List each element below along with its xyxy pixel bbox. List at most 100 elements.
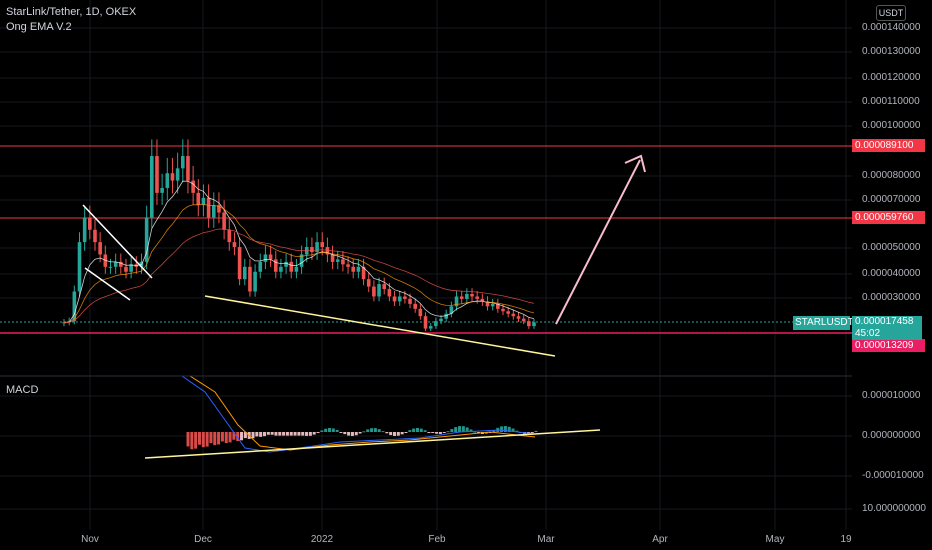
macd-histogram-bar [415,428,419,432]
candle [361,266,366,280]
candle [289,261,294,272]
candle [113,261,118,267]
macd-label[interactable]: MACD [6,384,39,396]
macd-histogram-bar [358,432,362,434]
macd-histogram-bar [266,432,270,435]
candle [346,264,350,267]
candle [382,284,387,290]
current-price-value: 0.000017458 [855,316,914,327]
candle [475,296,479,299]
symbol-price-tag: STARLUSDT [793,316,854,330]
candle [211,205,216,218]
macd-histogram-bar [373,428,377,432]
drawings [82,154,646,357]
macd-histogram-bar [297,432,301,436]
candle [98,242,102,255]
macd-histogram-bar [442,432,446,434]
candle [490,303,495,307]
macd-histogram-bar [251,432,255,439]
candle [93,229,97,243]
macd-line [181,375,536,453]
macd-trendline [144,429,601,459]
macd-histogram-bar [259,432,263,437]
candle [387,289,392,297]
candle [160,187,164,193]
candle [434,321,438,327]
macd-pane [144,375,601,459]
candle [165,173,170,188]
grid [0,0,852,530]
ema-line [63,203,535,323]
candle [423,316,428,329]
price-axis-label: 0.000010000 [862,390,921,401]
macd-histogram-bar [217,432,221,445]
candle [459,296,464,299]
candle [341,259,345,265]
macd-histogram-bar [370,428,374,432]
candle [315,242,319,252]
macd-histogram-bar [320,430,324,432]
macd-histogram-bar [274,432,278,436]
candle [206,197,211,218]
candle [408,298,412,304]
candle [366,279,371,287]
candle [403,296,407,299]
macd-histogram-bar [197,432,201,445]
macd-histogram-bar [419,428,423,432]
candle [377,284,381,297]
macd-histogram-bar [408,430,412,432]
macd-histogram-bar [473,431,477,433]
candle [263,254,268,262]
candle [516,316,521,319]
macd-histogram-bar [461,426,465,432]
candle [351,266,356,272]
time-axis-label: 2022 [310,534,334,545]
upper-level-tag: 0.000089100 [852,139,925,152]
support-trendline [204,295,556,357]
time-axis-label: Dec [194,534,212,545]
candle [413,303,418,309]
currency-unit-button[interactable]: USDT [876,5,906,21]
candle [485,301,490,307]
indicator-label[interactable]: Ong EMA V.2 [6,21,72,33]
current-price-tag: 0.000017458 45:02 [852,316,922,340]
candle [232,242,237,248]
candle [330,254,335,262]
price-axis-label: 0.000050000 [862,242,921,253]
macd-histogram-bar [347,432,351,436]
macd-histogram-bar [301,432,305,436]
price-axis-label: 0.000040000 [862,268,921,279]
macd-histogram-bar [228,432,232,443]
macd-histogram-bar [362,431,366,433]
macd-histogram-bar [308,432,312,436]
candle [320,242,325,248]
symbol-title: StarLink/Tether, 1D, OKEX [6,6,137,18]
macd-histogram-bar [423,430,427,432]
candle [62,322,66,324]
candle [527,321,531,327]
macd-histogram-bar [293,432,297,436]
candle [372,286,376,297]
macd-histogram-bar [446,431,450,433]
macd-histogram-bar [232,432,236,440]
macd-histogram-bar [438,432,442,434]
candle [119,261,123,267]
candle [439,318,443,322]
candle [532,322,536,327]
macd-signal-line [189,375,536,451]
macd-histogram-bar [240,432,244,441]
candle [335,259,340,262]
macd-histogram-bar [236,432,240,441]
macd-histogram-bar [400,432,404,435]
macd-histogram-bar [194,432,198,449]
candle [186,156,190,181]
candle [253,271,257,292]
candle [397,296,402,302]
target-arrow-shaft [555,159,641,325]
level-lines [0,145,852,334]
candle [175,168,180,181]
ema-line [63,180,535,323]
candle [299,254,304,267]
candle [217,205,221,213]
